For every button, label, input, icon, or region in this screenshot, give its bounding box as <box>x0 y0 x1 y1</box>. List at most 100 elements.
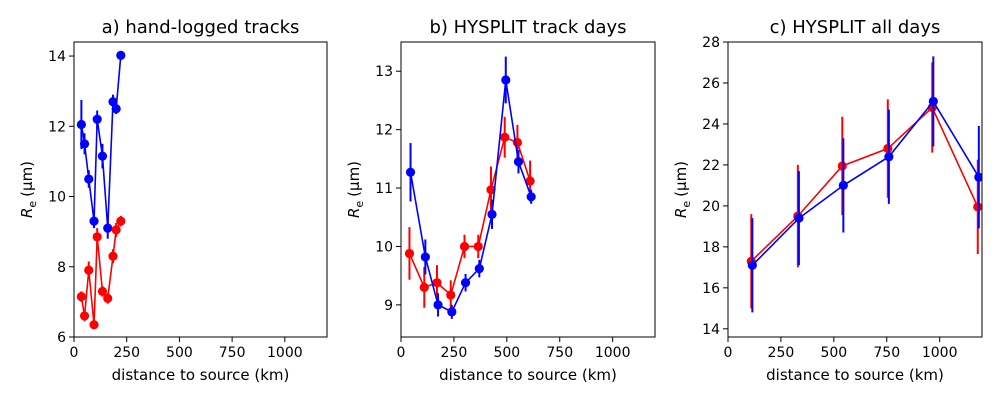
data-point <box>838 180 848 191</box>
data-point <box>97 151 108 161</box>
data-point <box>76 292 86 302</box>
series-line <box>751 100 980 266</box>
y-tick-label: 14 <box>702 322 720 338</box>
y-axis-label-subscript: e <box>680 201 693 208</box>
x-tick-label: 750 <box>873 345 900 361</box>
x-tick-label: 1000 <box>922 345 958 361</box>
y-tick-label: 28 <box>702 35 720 51</box>
y-axis-label-symbol: R <box>672 208 690 218</box>
y-tick-label: 6 <box>57 330 66 346</box>
x-tick-label: 750 <box>219 345 246 361</box>
data-point <box>111 225 121 235</box>
data-point <box>419 282 429 292</box>
data-point <box>116 50 126 60</box>
plot-frame <box>73 41 328 338</box>
data-point <box>108 97 118 107</box>
x-tick-label: 1000 <box>267 345 303 361</box>
chart-title: a) hand-logged tracks <box>102 17 300 38</box>
data-point <box>974 172 982 182</box>
plot-frame <box>727 41 983 338</box>
data-point <box>473 241 483 252</box>
series-blue <box>747 56 982 313</box>
data-point <box>92 232 102 242</box>
panel-a: a) hand-logged tracks 0 250 500 750 1000 6 8 10 1… <box>18 17 328 384</box>
y-axis-label: Re (μm) <box>18 161 39 218</box>
x-axis-label: distance to source (km) <box>439 366 617 384</box>
x-tick-label: 750 <box>546 345 573 361</box>
data-point <box>111 104 121 114</box>
data-point <box>103 223 113 233</box>
y-axis-label: Re (μm) <box>672 161 693 218</box>
data-point <box>460 278 471 288</box>
x-axis-label: distance to source (km) <box>766 366 944 384</box>
panel-c: c) HYSPLIT all days 0 250 500 750 1000 14 16 18 2… <box>672 17 983 384</box>
y-tick-label: 13 <box>375 64 393 80</box>
x-tick-label: 500 <box>820 345 847 361</box>
data-point <box>405 167 416 177</box>
y-axis-label-subscript: e <box>353 201 366 208</box>
series-line <box>80 220 122 325</box>
data-point <box>747 260 757 270</box>
y-tick-label: 10 <box>375 239 393 255</box>
data-point <box>116 216 126 226</box>
x-tick-label: 250 <box>768 345 795 361</box>
data-point <box>79 139 90 149</box>
x-tick-label: 0 <box>70 345 79 361</box>
y-axis-label: Re (μm) <box>345 161 366 218</box>
y-tick-label: 16 <box>702 281 720 297</box>
x-tick-label: 500 <box>166 345 193 361</box>
x-axis-label: distance to source (km) <box>112 366 290 384</box>
y-axis-label-subscript: e <box>26 201 39 208</box>
series-line <box>408 136 531 297</box>
series-red <box>76 215 126 330</box>
data-point <box>76 119 86 130</box>
x-tick-label: 500 <box>493 345 520 361</box>
data-point <box>89 216 99 226</box>
data-point <box>108 251 118 261</box>
series-red <box>746 62 982 309</box>
x-tick-label: 1000 <box>595 345 631 361</box>
plot-area <box>76 50 126 330</box>
data-point <box>928 96 938 107</box>
y-tick-label: 11 <box>375 181 393 197</box>
y-tick-label: 9 <box>384 298 393 314</box>
data-point <box>103 293 113 303</box>
y-axis-label-unit: (μm) <box>672 161 690 197</box>
y-axis-label-symbol: R <box>345 208 363 218</box>
y-tick-label: 26 <box>702 76 720 92</box>
data-point <box>525 176 535 186</box>
y-tick-label: 8 <box>57 260 66 276</box>
data-point <box>433 300 443 310</box>
data-point <box>500 132 510 142</box>
series-line <box>750 106 979 262</box>
y-tick-label: 22 <box>702 158 720 174</box>
y-axis-label-symbol: R <box>18 208 36 218</box>
data-point <box>92 114 102 124</box>
data-point <box>794 213 804 223</box>
y-axis-label-unit: (μm) <box>345 161 363 197</box>
y-tick-label: 20 <box>702 199 720 215</box>
data-point <box>404 248 415 259</box>
data-point <box>447 307 457 317</box>
y-tick-label: 12 <box>375 123 393 139</box>
data-point <box>883 143 893 154</box>
data-point <box>501 75 511 85</box>
data-point <box>837 161 847 171</box>
y-tick-label: 10 <box>48 190 66 206</box>
series-line <box>409 79 532 313</box>
y-tick-label: 24 <box>702 117 720 133</box>
data-point <box>446 290 456 300</box>
series-blue <box>76 50 126 239</box>
x-tick-label: 250 <box>441 345 468 361</box>
x-tick-label: 0 <box>724 345 733 361</box>
x-tick-label: 250 <box>113 345 140 361</box>
chart-title: c) HYSPLIT all days <box>770 17 941 38</box>
plot-area <box>404 56 536 319</box>
data-point <box>487 209 497 219</box>
data-point <box>79 311 90 321</box>
data-point <box>432 278 442 288</box>
y-axis-label-unit: (μm) <box>18 161 36 197</box>
data-point <box>513 157 524 167</box>
series-blue <box>405 56 536 319</box>
